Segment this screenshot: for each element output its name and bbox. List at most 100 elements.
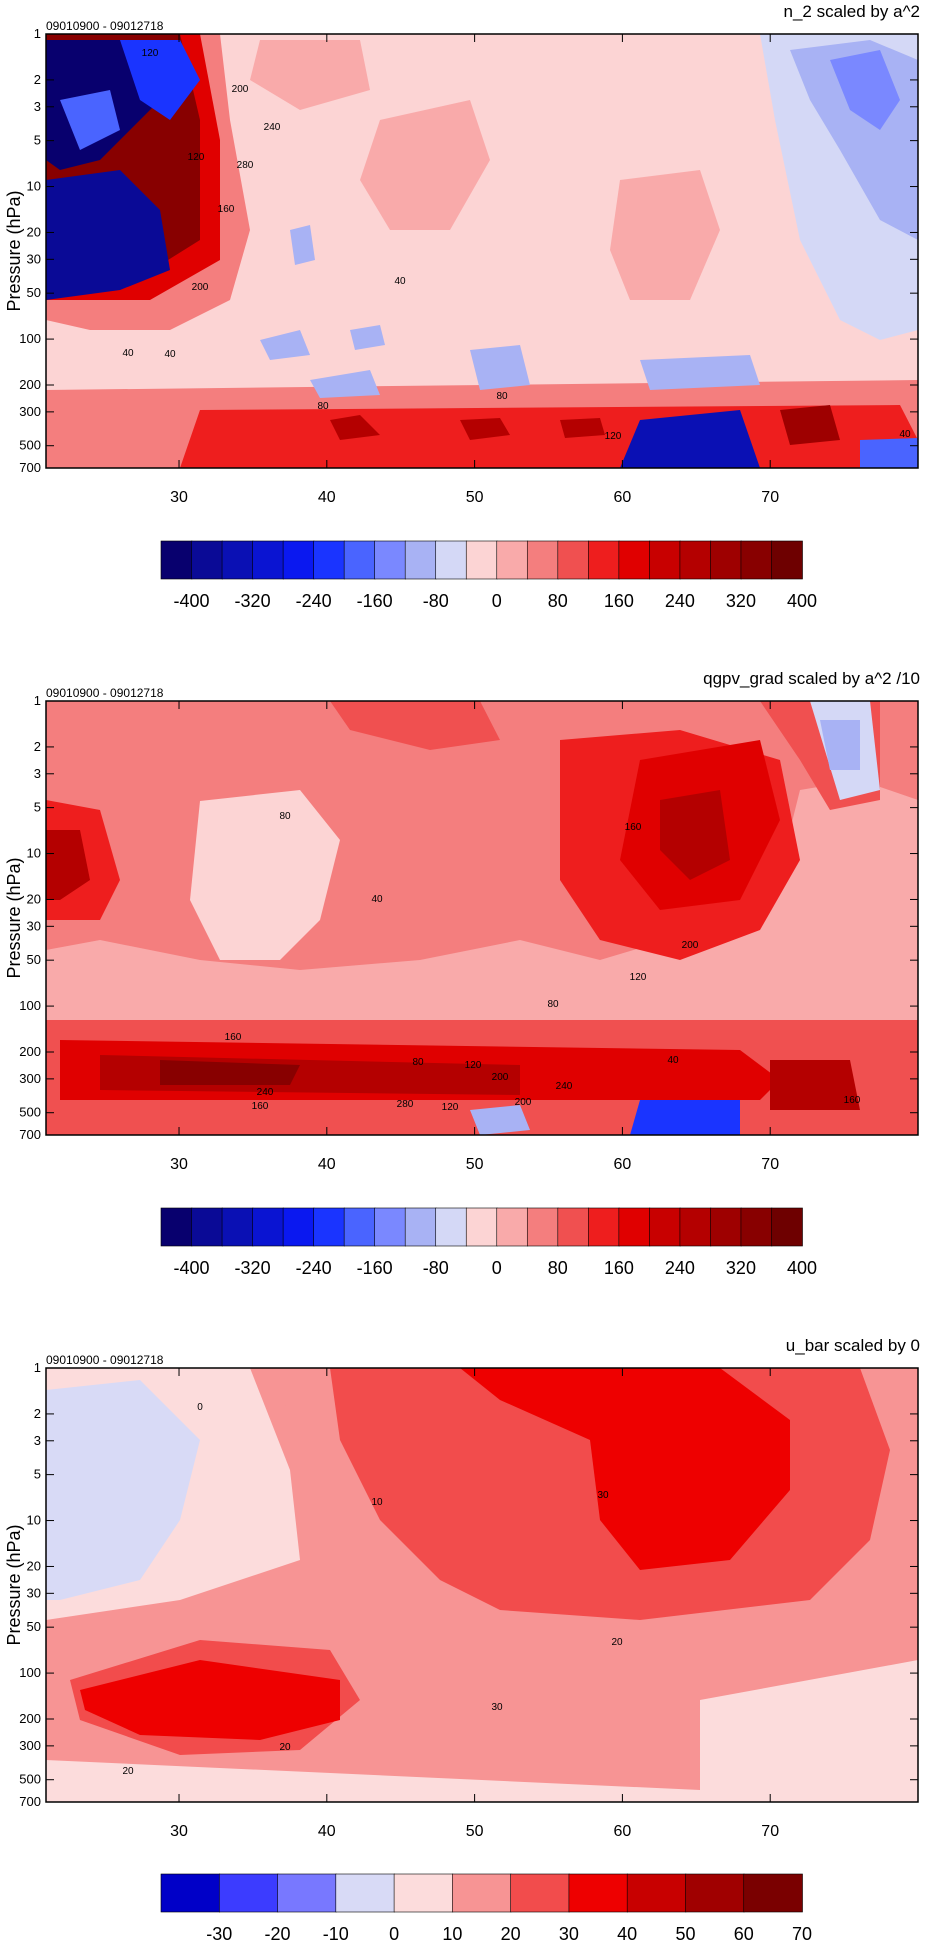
date-range-label: 09010900 - 09012718 bbox=[46, 686, 164, 700]
y-axis-label: Pressure (hPa) bbox=[4, 190, 24, 311]
colorbar-swatch bbox=[626, 1873, 687, 1913]
colorbar-swatch bbox=[557, 1207, 590, 1247]
colorbar-label: 80 bbox=[548, 591, 568, 611]
colorbar-label: 0 bbox=[389, 1924, 399, 1943]
colorbar-swatch bbox=[649, 1207, 681, 1247]
contour-label: 30 bbox=[491, 1702, 503, 1713]
colorbar-label: 40 bbox=[617, 1924, 637, 1943]
contour-label: 120 bbox=[142, 48, 159, 59]
y-tick-label: 300 bbox=[19, 1738, 41, 1753]
colorbar-label: -320 bbox=[235, 591, 271, 611]
y-tick-label: 50 bbox=[27, 285, 41, 300]
y-tick-label: 500 bbox=[19, 1772, 41, 1787]
colorbar-swatch bbox=[374, 540, 406, 580]
x-tick-label: 50 bbox=[466, 1156, 484, 1173]
contour-label: 40 bbox=[899, 429, 911, 440]
contour-fill bbox=[46, 1368, 918, 1802]
contour-fill bbox=[46, 34, 918, 468]
x-tick-label: 70 bbox=[761, 1156, 779, 1173]
colorbar-label: 320 bbox=[726, 591, 756, 611]
contour-label: 200 bbox=[232, 84, 249, 95]
colorbar-swatch bbox=[191, 1207, 223, 1247]
contour-label: 80 bbox=[412, 1057, 424, 1068]
x-tick-label: 40 bbox=[318, 1156, 336, 1173]
colorbar-swatch bbox=[685, 1873, 745, 1913]
y-tick-label: 2 bbox=[34, 739, 41, 754]
x-tick-label: 30 bbox=[170, 489, 188, 506]
colorbar-swatch bbox=[557, 540, 590, 580]
contour-label: 80 bbox=[317, 401, 329, 412]
colorbar-label: 240 bbox=[665, 1258, 695, 1278]
y-tick-label: 30 bbox=[27, 1585, 41, 1600]
colorbar-label: 160 bbox=[604, 591, 634, 611]
contour-label: 20 bbox=[122, 1766, 134, 1777]
colorbar-swatch bbox=[618, 1207, 651, 1247]
plot-frame bbox=[45, 700, 919, 1136]
contour-label-group: 0 10 30 20 30 20 20 bbox=[122, 1402, 623, 1777]
colorbar-swatch bbox=[771, 1207, 803, 1247]
colorbar-swatch bbox=[335, 1873, 395, 1913]
colorbar-swatch bbox=[588, 1207, 620, 1247]
colorbar-swatch bbox=[221, 1207, 254, 1247]
y-tick-label: 300 bbox=[19, 404, 41, 419]
y-tick-label: 500 bbox=[19, 1105, 41, 1120]
contour-label: 120 bbox=[465, 1060, 482, 1071]
y-ticks: 1 2 3 5 10 20 30 50 100 200 300 500 700 bbox=[19, 693, 918, 1142]
y-tick-label: 20 bbox=[27, 1558, 41, 1573]
x-tick-label: 30 bbox=[170, 1156, 188, 1173]
colorbar-label: 0 bbox=[492, 591, 502, 611]
y-tick-label: 700 bbox=[19, 1127, 41, 1142]
contour-label: 20 bbox=[279, 1742, 291, 1753]
colorbar-label: -80 bbox=[423, 591, 449, 611]
y-tick-label: 50 bbox=[27, 1619, 41, 1634]
colorbar-label: 70 bbox=[792, 1924, 812, 1943]
contour-label-group: 80 40 160 200 120 80 160 40 80 120 200 240 240 280 120… bbox=[225, 811, 861, 1113]
contour-label: 80 bbox=[496, 391, 508, 402]
y-tick-label: 3 bbox=[34, 99, 41, 114]
panel-title: qgpv_grad scaled by a^2 /10 bbox=[703, 669, 920, 688]
x-tick-label: 40 bbox=[318, 1823, 336, 1840]
colorbar-label: 50 bbox=[675, 1924, 695, 1943]
x-tick-label: 30 bbox=[170, 1823, 188, 1840]
colorbar-label: 30 bbox=[559, 1924, 579, 1943]
y-tick-label: 30 bbox=[27, 251, 41, 266]
colorbar-label: 10 bbox=[442, 1924, 462, 1943]
y-ticks: 1 2 3 5 10 20 30 50 100 200 300 500 700 bbox=[19, 26, 918, 475]
y-tick-label: 10 bbox=[27, 846, 41, 861]
contour-label: 20 bbox=[611, 1637, 623, 1648]
contour-label: 240 bbox=[556, 1081, 573, 1092]
colorbar-swatch bbox=[277, 1873, 337, 1913]
contour-label: 160 bbox=[625, 822, 642, 833]
panel-qgpv-grad: qgpv_grad scaled by a^2 /10 09010900 - 0… bbox=[4, 669, 920, 1278]
contour-label: 240 bbox=[257, 1087, 274, 1098]
colorbar-swatch bbox=[526, 540, 559, 580]
contour-label: 200 bbox=[492, 1072, 509, 1083]
colorbar-swatch bbox=[496, 540, 529, 580]
contour-label: 280 bbox=[237, 160, 254, 171]
y-tick-label: 200 bbox=[19, 1711, 41, 1726]
colorbar-swatch bbox=[404, 1207, 437, 1247]
date-range-label: 09010900 - 09012718 bbox=[46, 19, 164, 33]
colorbar-label: 0 bbox=[492, 1258, 502, 1278]
y-tick-label: 20 bbox=[27, 224, 41, 239]
date-range-label: 09010900 - 09012718 bbox=[46, 1353, 164, 1367]
y-tick-label: 2 bbox=[34, 1406, 41, 1421]
colorbar-swatch bbox=[740, 540, 773, 580]
contour-label: 40 bbox=[122, 348, 134, 359]
contour-label: 10 bbox=[371, 1497, 383, 1508]
plot-frame bbox=[45, 1367, 919, 1803]
colorbar-swatch bbox=[510, 1873, 570, 1913]
colorbar-label: -400 bbox=[174, 1258, 210, 1278]
x-tick-label: 70 bbox=[761, 1823, 779, 1840]
y-tick-label: 200 bbox=[19, 377, 41, 392]
colorbar-label: 20 bbox=[501, 1924, 521, 1943]
colorbar-swatch bbox=[282, 1207, 315, 1247]
y-axis-label: Pressure (hPa) bbox=[4, 1524, 24, 1645]
colorbar-label: 240 bbox=[665, 591, 695, 611]
colorbar-label: -320 bbox=[235, 1258, 271, 1278]
contour-label: 80 bbox=[279, 811, 291, 822]
panel-u-bar: u_bar scaled by 0 09010900 - 09012718 0 1… bbox=[4, 1336, 920, 1944]
y-tick-label: 10 bbox=[27, 1513, 41, 1528]
contour-label: 240 bbox=[264, 122, 281, 133]
contour-label: 280 bbox=[397, 1099, 414, 1110]
